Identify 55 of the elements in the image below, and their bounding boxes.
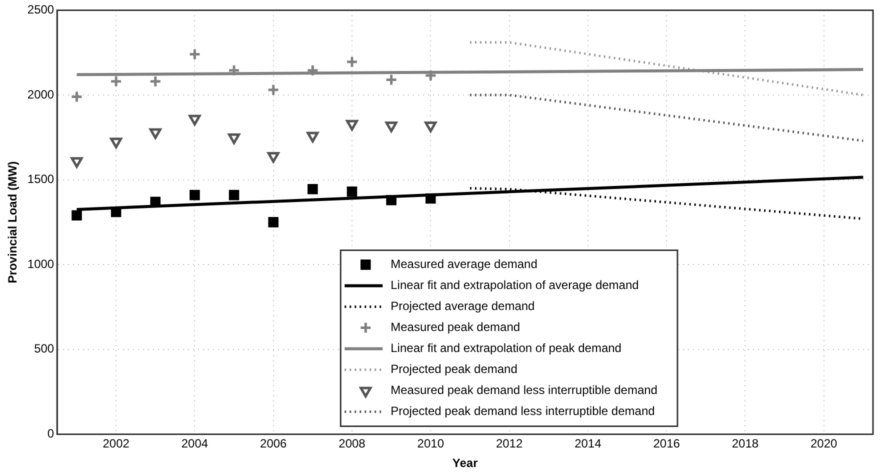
- point: [190, 190, 200, 200]
- point: [424, 69, 437, 82]
- y-tick-label: 1500: [27, 172, 54, 186]
- point: [70, 157, 83, 168]
- point: [110, 75, 122, 88]
- x-tick-label: 2020: [810, 436, 838, 451]
- y-tick-label: 500: [34, 342, 54, 356]
- point: [346, 186, 358, 197]
- x-tick-label: 2016: [653, 436, 680, 451]
- x-tick-label: 2006: [260, 436, 288, 451]
- point: [228, 64, 240, 77]
- x-tick-label: 2012: [496, 436, 523, 451]
- y-tick-label: 2000: [27, 87, 54, 102]
- x-tick-label: 2010: [417, 436, 444, 451]
- point: [308, 184, 318, 194]
- legend-label: Projected peak demand less interruptible demand: [390, 404, 655, 418]
- point: [385, 73, 398, 86]
- point: [70, 90, 84, 103]
- y-axis-title: Provincial Load (MW): [6, 161, 20, 284]
- point: [346, 56, 358, 68]
- x-tick-label: 2002: [102, 436, 130, 451]
- point: [110, 206, 122, 218]
- point: [228, 133, 240, 144]
- point: [386, 195, 396, 206]
- point: [267, 84, 280, 96]
- y-tick-label: 0: [47, 426, 54, 441]
- x-tick-label: 2004: [181, 436, 208, 451]
- point: [306, 132, 319, 142]
- point: [268, 217, 278, 228]
- point: [149, 75, 162, 88]
- y-tick-label: 2500: [27, 2, 54, 17]
- x-axis-title: Year: [452, 456, 478, 470]
- legend-label: Linear fit and extrapolation of peak demand: [390, 341, 622, 356]
- point: [72, 210, 82, 221]
- point: [149, 128, 162, 140]
- x-tick-label: 2018: [732, 436, 759, 451]
- point: [188, 48, 201, 61]
- legend-label: Measured average demand: [390, 257, 538, 272]
- point: [228, 190, 240, 200]
- legend-label: Projected peak demand: [390, 362, 518, 376]
- legend-label: Measured peak demand less interruptible demand: [390, 383, 658, 398]
- point: [426, 193, 436, 204]
- legend-label: Measured peak demand: [390, 320, 520, 334]
- point: [306, 64, 319, 77]
- point: [110, 138, 122, 148]
- x-tick-label: 2014: [574, 436, 602, 451]
- y-tick-label: 1000: [27, 256, 54, 271]
- legend-label: Linear fit and extrapolation of average demand: [390, 278, 639, 292]
- point: [267, 152, 280, 163]
- legend-label: Projected average demand: [390, 299, 535, 314]
- point: [424, 122, 437, 132]
- point: [346, 120, 358, 131]
- point: [385, 122, 398, 132]
- x-tick-label: 2008: [338, 436, 366, 451]
- point: [188, 114, 201, 126]
